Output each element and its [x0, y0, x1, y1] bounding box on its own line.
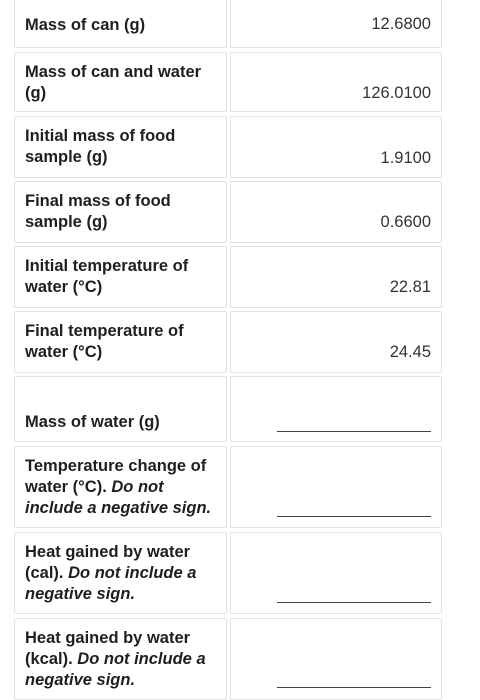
value-cell	[230, 376, 442, 442]
label-cell: Final mass of food sample (g)	[14, 181, 227, 243]
row-label: Initial mass of food sample (g)	[25, 127, 176, 166]
answer-blank[interactable]	[277, 687, 431, 688]
table-row: Final mass of food sample (g) 0.6600	[14, 181, 444, 243]
row-value: 0.6600	[380, 213, 431, 231]
label-cell: Mass of can (g)	[14, 0, 227, 48]
row-label: Mass of water (g)	[25, 413, 160, 431]
row-label: Final mass of food sample (g)	[25, 192, 171, 231]
table-row: Final temperature of water (°C) 24.45	[14, 311, 444, 373]
table-row: Heat gained by water (kcal). Do not incl…	[14, 618, 444, 700]
row-value: 1.9100	[380, 149, 431, 167]
label-cell: Temperature change of water (°C). Do not…	[14, 446, 227, 528]
label-cell: Mass of can and water (g)	[14, 52, 227, 112]
answer-blank[interactable]	[277, 516, 431, 517]
value-cell: 12.6800	[230, 0, 442, 48]
row-label-main: Heat gained by water (kcal).	[25, 629, 191, 668]
table-row: Mass of can and water (g) 126.0100	[14, 52, 444, 112]
row-label-note: Do not include a negative sign.	[25, 478, 212, 517]
table-row: Mass of water (g)	[14, 376, 444, 442]
row-label: Heat gained by water (cal). Do not inclu…	[25, 542, 220, 605]
table-row: Mass of can (g) 12.6800	[14, 0, 444, 48]
label-cell: Heat gained by water (kcal). Do not incl…	[14, 618, 227, 700]
row-value: 24.45	[389, 343, 431, 361]
label-cell: Initial mass of food sample (g)	[14, 116, 227, 178]
row-label: Temperature change of water (°C). Do not…	[25, 456, 220, 519]
value-cell: 22.81	[230, 246, 442, 308]
answer-blank[interactable]	[277, 431, 431, 432]
table-row: Temperature change of water (°C). Do not…	[14, 446, 444, 528]
value-cell: 24.45	[230, 311, 442, 373]
label-cell: Final temperature of water (°C)	[14, 311, 227, 373]
row-label-note: Do not include a negative sign.	[25, 564, 197, 603]
table-row: Initial mass of food sample (g) 1.9100	[14, 116, 444, 178]
value-cell	[230, 446, 442, 528]
label-cell: Initial temperature of water (°C)	[14, 246, 227, 308]
value-cell: 1.9100	[230, 116, 442, 178]
row-label: Mass of can (g)	[25, 16, 146, 34]
row-value: 126.0100	[362, 84, 431, 102]
row-label-main: Heat gained by water (cal).	[25, 543, 191, 582]
value-cell: 0.6600	[230, 181, 442, 243]
label-cell: Mass of water (g)	[14, 376, 227, 442]
value-cell	[230, 618, 442, 700]
label-cell: Heat gained by water (cal). Do not inclu…	[14, 532, 227, 614]
table-row: Initial temperature of water (°C) 22.81	[14, 246, 444, 308]
row-label: Final temperature of water (°C)	[25, 322, 184, 361]
row-label: Initial temperature of water (°C)	[25, 257, 189, 296]
answer-blank[interactable]	[277, 602, 431, 603]
table-row: Heat gained by water (cal). Do not inclu…	[14, 532, 444, 614]
row-label: Heat gained by water (kcal). Do not incl…	[25, 628, 220, 691]
row-label-main: Temperature change of water (°C).	[25, 457, 207, 496]
row-value: 22.81	[389, 278, 431, 296]
row-label-note: Do not include a negative sign.	[25, 650, 206, 689]
row-value: 12.6800	[371, 15, 431, 33]
row-label: Mass of can and water (g)	[25, 63, 202, 102]
value-cell	[230, 532, 442, 614]
value-cell: 126.0100	[230, 52, 442, 112]
